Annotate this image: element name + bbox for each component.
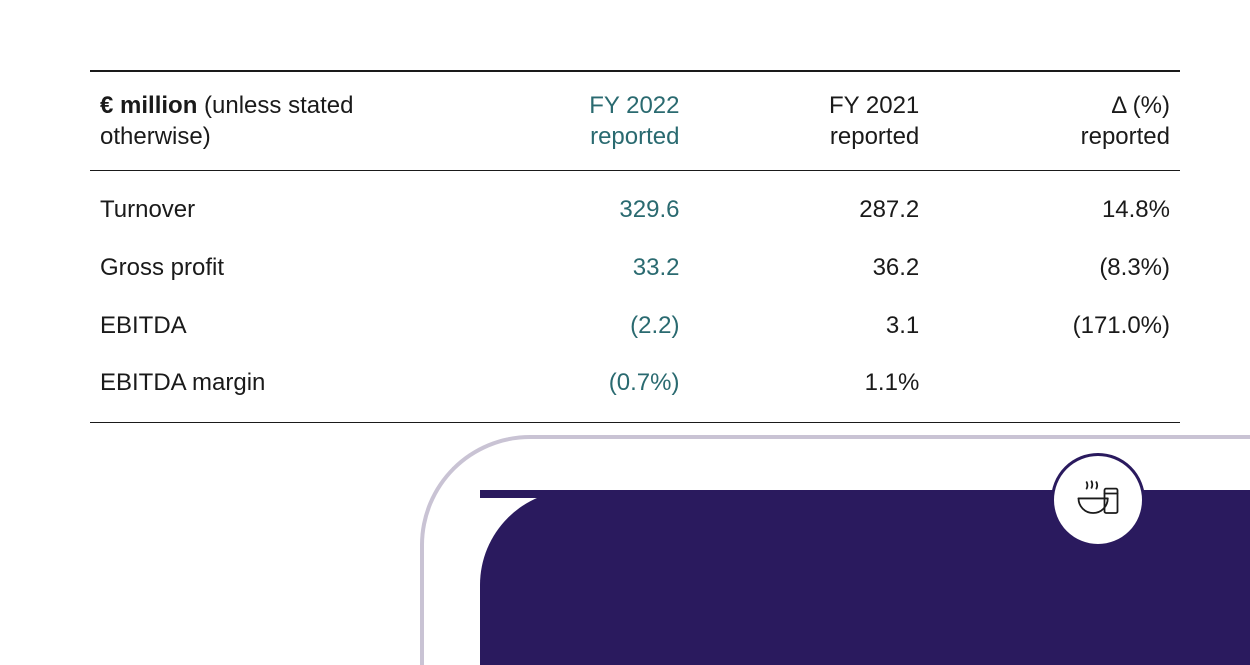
header-fy22: FY 2022 reported bbox=[450, 71, 690, 171]
header-fy21: FY 2021 reported bbox=[689, 71, 929, 171]
table-row: EBITDA (2.2) 3.1 (171.0%) bbox=[90, 297, 1180, 355]
header-units-bold: € million bbox=[100, 92, 197, 119]
bowl-cup-icon bbox=[1072, 474, 1124, 526]
row-delta bbox=[929, 354, 1180, 422]
row-fy21: 36.2 bbox=[689, 239, 929, 297]
row-fy21: 1.1% bbox=[689, 354, 929, 422]
row-fy22: 329.6 bbox=[450, 171, 690, 239]
decorative-footer bbox=[0, 425, 1250, 625]
header-delta: Δ (%) reported bbox=[929, 71, 1180, 171]
row-label: EBITDA bbox=[90, 297, 450, 355]
header-units: € million (unless stated otherwise) bbox=[90, 71, 450, 171]
table-row: Turnover 329.6 287.2 14.8% bbox=[90, 171, 1180, 239]
financial-table: € million (unless stated otherwise) FY 2… bbox=[90, 70, 1180, 423]
decorative-outline-shape bbox=[420, 435, 1250, 665]
table-header-row: € million (unless stated otherwise) FY 2… bbox=[90, 71, 1180, 171]
row-fy21: 3.1 bbox=[689, 297, 929, 355]
row-label: Gross profit bbox=[90, 239, 450, 297]
row-label: EBITDA margin bbox=[90, 354, 450, 422]
row-fy22: 33.2 bbox=[450, 239, 690, 297]
decorative-fill-shape bbox=[480, 490, 1250, 665]
row-delta: (8.3%) bbox=[929, 239, 1180, 297]
row-fy22: (0.7%) bbox=[450, 354, 690, 422]
row-fy22: (2.2) bbox=[450, 297, 690, 355]
table-body: Turnover 329.6 287.2 14.8% Gross profit … bbox=[90, 171, 1180, 422]
row-label: Turnover bbox=[90, 171, 450, 239]
row-delta: 14.8% bbox=[929, 171, 1180, 239]
financial-table-container: € million (unless stated otherwise) FY 2… bbox=[0, 0, 1250, 423]
row-delta: (171.0%) bbox=[929, 297, 1180, 355]
table-row: Gross profit 33.2 36.2 (8.3%) bbox=[90, 239, 1180, 297]
category-badge bbox=[1051, 453, 1145, 547]
row-fy21: 287.2 bbox=[689, 171, 929, 239]
table-row: EBITDA margin (0.7%) 1.1% bbox=[90, 354, 1180, 422]
